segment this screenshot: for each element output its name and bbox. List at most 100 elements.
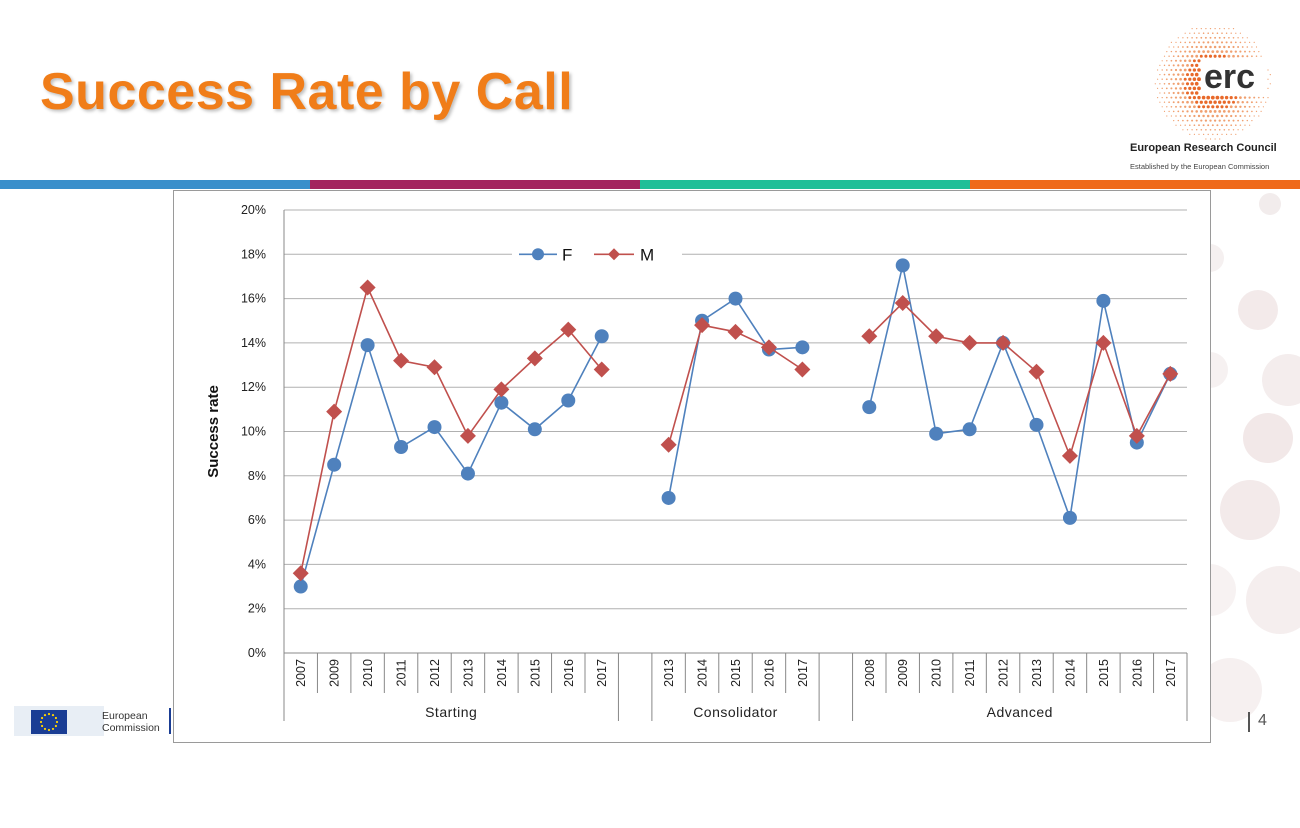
data-point-m bbox=[560, 321, 577, 338]
data-point-m bbox=[861, 328, 878, 345]
y-tick-label: 10% bbox=[241, 425, 266, 439]
y-tick-label: 16% bbox=[241, 292, 266, 306]
data-point-f bbox=[427, 420, 442, 435]
color-band-purple bbox=[310, 180, 640, 189]
data-point-f bbox=[962, 422, 977, 437]
page-number: 4 bbox=[1258, 712, 1267, 729]
x-tick-label: 2012 bbox=[428, 659, 442, 687]
x-tick-label: 2015 bbox=[528, 659, 542, 687]
data-point-m bbox=[292, 565, 309, 582]
color-band-blue bbox=[0, 180, 310, 189]
data-point-f bbox=[460, 466, 475, 481]
data-point-m bbox=[459, 427, 476, 444]
data-point-f bbox=[1096, 293, 1111, 308]
data-point-f bbox=[394, 440, 409, 455]
data-point-m bbox=[393, 352, 410, 369]
x-tick-label: 2009 bbox=[896, 659, 910, 687]
series-line-m bbox=[299, 285, 603, 574]
ec-logo-text: European Commission bbox=[102, 710, 160, 734]
data-point-m bbox=[660, 436, 677, 453]
y-tick-label: 12% bbox=[241, 380, 266, 394]
data-point-m bbox=[760, 339, 777, 356]
data-point-f bbox=[293, 579, 308, 594]
x-tick-label: 2017 bbox=[796, 659, 810, 687]
group-label: Advanced bbox=[987, 704, 1053, 720]
series-line-f bbox=[868, 265, 1171, 519]
x-tick-label: 2009 bbox=[328, 659, 342, 687]
data-point-m bbox=[1095, 334, 1112, 351]
data-point-m bbox=[794, 361, 811, 378]
x-tick-label: 2010 bbox=[930, 659, 944, 687]
x-tick-label: 2013 bbox=[461, 659, 475, 687]
data-point-m bbox=[1028, 363, 1045, 380]
data-point-f bbox=[795, 340, 810, 355]
data-point-f bbox=[360, 338, 375, 353]
data-point-f bbox=[1029, 417, 1044, 432]
erc-org-subtitle: Established by the European Commission bbox=[1130, 162, 1270, 171]
x-tick-label: 2016 bbox=[562, 659, 576, 687]
legend-label-f: F bbox=[562, 245, 572, 264]
x-tick-label: 2017 bbox=[595, 659, 609, 687]
data-point-m bbox=[426, 359, 443, 376]
data-point-f bbox=[929, 426, 944, 441]
x-tick-label: 2014 bbox=[1063, 659, 1077, 687]
data-point-f bbox=[561, 393, 576, 408]
data-point-m bbox=[1061, 447, 1078, 464]
data-point-f bbox=[594, 329, 609, 344]
x-tick-label: 2008 bbox=[863, 659, 877, 687]
x-tick-label: 2011 bbox=[963, 660, 977, 687]
data-point-m bbox=[894, 295, 911, 312]
european-commission-logo bbox=[14, 706, 171, 736]
y-tick-label: 2% bbox=[248, 602, 266, 616]
data-point-f bbox=[327, 457, 342, 472]
y-tick-label: 20% bbox=[241, 203, 266, 217]
x-tick-label: 2013 bbox=[1030, 659, 1044, 687]
data-point-m bbox=[593, 361, 610, 378]
x-tick-label: 2014 bbox=[495, 659, 509, 687]
y-axis-label: Success rate bbox=[205, 385, 222, 478]
x-tick-label: 2012 bbox=[997, 659, 1011, 687]
slide-title: Success Rate by Call bbox=[40, 63, 574, 121]
data-point-m bbox=[526, 350, 543, 367]
x-tick-label: 2016 bbox=[762, 659, 776, 687]
legend-marker-m bbox=[608, 248, 620, 261]
data-point-f bbox=[895, 258, 910, 273]
data-point-m bbox=[1162, 365, 1179, 382]
color-band-orange bbox=[970, 180, 1300, 189]
series-line-m bbox=[868, 301, 1171, 459]
ec-logo-line2: Commission bbox=[102, 722, 160, 734]
data-point-f bbox=[494, 395, 509, 410]
data-point-f bbox=[661, 490, 676, 505]
y-tick-label: 18% bbox=[241, 247, 266, 261]
data-point-m bbox=[359, 279, 376, 296]
x-tick-label: 2016 bbox=[1130, 659, 1144, 687]
color-band-green bbox=[640, 180, 970, 189]
group-label: Consolidator bbox=[693, 704, 778, 720]
data-point-m bbox=[694, 317, 711, 334]
chart-frame: 0% 2% 4% 6% 8% 10% 12% 14% 16% 18% 20% Success rate… bbox=[173, 190, 1211, 743]
x-tick-label: 2015 bbox=[1097, 659, 1111, 687]
x-tick-label: 2011 bbox=[395, 660, 409, 687]
erc-org-name: European Research Council bbox=[1130, 142, 1277, 154]
y-tick-label: 8% bbox=[248, 469, 266, 483]
x-tick-label: 2013 bbox=[662, 659, 676, 687]
erc-logo: erc bbox=[1154, 27, 1271, 140]
x-tick-label: 2015 bbox=[729, 659, 743, 687]
data-point-m bbox=[493, 381, 510, 398]
data-point-f bbox=[527, 422, 542, 437]
data-point-m bbox=[928, 328, 945, 345]
data-point-m bbox=[961, 334, 978, 351]
group-label: Starting bbox=[425, 704, 477, 720]
data-point-f bbox=[728, 291, 743, 306]
y-tick-label: 6% bbox=[248, 513, 266, 527]
decorative-circles bbox=[1184, 193, 1300, 722]
x-tick-label: 2010 bbox=[361, 659, 375, 687]
success-rate-chart: 0% 2% 4% 6% 8% 10% 12% 14% 16% 18% 20% Success rate… bbox=[205, 203, 1188, 721]
data-point-m bbox=[727, 323, 744, 340]
y-tick-label: 14% bbox=[241, 336, 266, 350]
y-tick-label: 0% bbox=[248, 646, 266, 660]
x-tick-label: 2014 bbox=[696, 659, 710, 687]
data-point-f bbox=[862, 400, 877, 415]
erc-logo-word: erc bbox=[1204, 58, 1255, 96]
page-number-divider bbox=[1248, 712, 1250, 732]
